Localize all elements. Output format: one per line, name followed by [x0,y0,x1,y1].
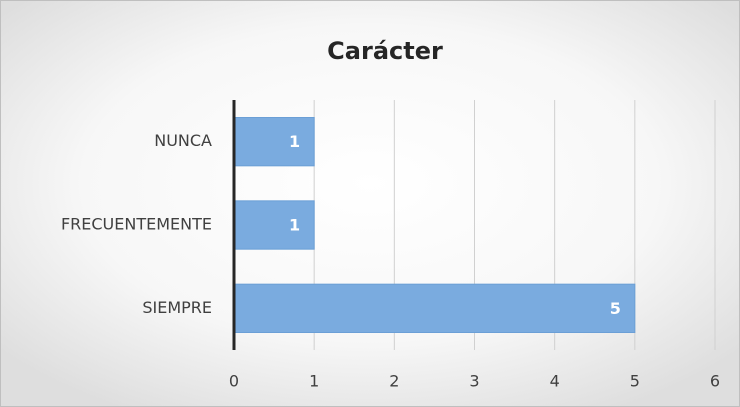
y-tick-label: SIEMPRE [142,298,212,317]
x-tick-label: 6 [710,372,720,391]
x-tick-label: 5 [630,372,640,391]
value-label: 1 [289,216,300,235]
x-tick-label: 1 [309,372,319,391]
chart-title: Carácter [327,37,443,65]
x-tick-label: 2 [389,372,399,391]
bar [233,283,636,333]
value-label: 5 [610,299,621,318]
x-tick-label: 0 [229,372,239,391]
bar [233,200,315,250]
x-tick-label: 3 [469,372,479,391]
y-tick-label: NUNCA [154,131,212,150]
x-tick-label: 4 [550,372,560,391]
bar [233,117,315,167]
value-label: 1 [289,132,300,151]
y-tick-label: FRECUENTEMENTE [61,215,212,234]
